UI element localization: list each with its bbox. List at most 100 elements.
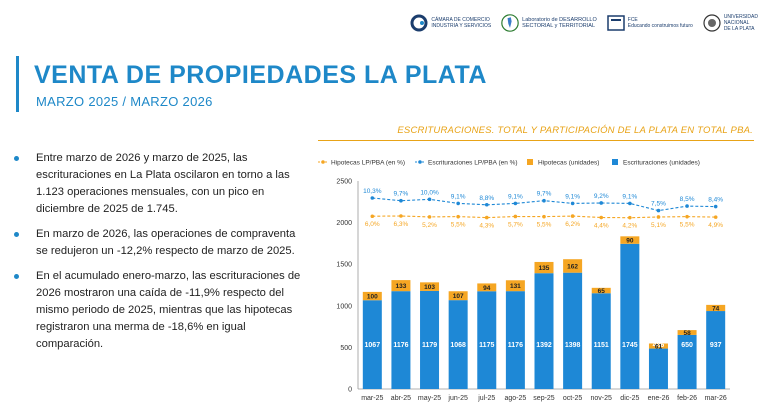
bullet-text: En marzo de 2026, las operaciones de com… — [36, 228, 296, 257]
escrituraciones-pct-label: 7,5% — [651, 201, 666, 208]
bar-escrituraciones — [591, 293, 611, 389]
bar-data-label-escrituraciones: 1067 — [365, 342, 381, 349]
hipotecas-pct-label: 5,5% — [680, 222, 695, 229]
x-tick-label: ago-25 — [504, 395, 526, 402]
hipotecas-pct-label: 4,3% — [479, 223, 494, 230]
legend-swatch-point — [321, 160, 325, 164]
escrituraciones-pct-label: 8,5% — [680, 196, 695, 203]
bar-escrituraciones — [448, 300, 468, 389]
bar-escrituraciones — [620, 243, 640, 389]
bar-hipotecas — [448, 291, 468, 301]
bar-data-label-hipotecas: 90 — [626, 238, 634, 245]
bar-escrituraciones — [706, 311, 726, 389]
escrituraciones-pct-label: 9,1% — [451, 193, 466, 200]
bar-data-label-escrituraciones: 1151 — [594, 342, 609, 349]
legend-swatch-box — [527, 159, 533, 165]
unlp-logo: UNIVERSIDAD NACIONAL DE LA PLATA — [703, 14, 758, 32]
hipotecas-pct-point — [570, 214, 575, 218]
hipotecas-pct-point — [427, 215, 432, 219]
legend-label: Escrituraciones LP/PBA (en %) — [428, 160, 518, 167]
bar-data-label-hipotecas: 61 — [655, 344, 663, 351]
x-tick-label: sep-25 — [533, 395, 555, 402]
escrituraciones-pct-label: 9,7% — [537, 191, 552, 198]
bar-hipotecas — [648, 343, 668, 349]
bar-data-label-escrituraciones: 1176 — [508, 342, 523, 349]
bullet-text: Entre marzo de 2026 y marzo de 2025, las… — [36, 152, 290, 215]
laboratorio-logo-icon — [501, 14, 519, 32]
bar-hipotecas — [563, 259, 583, 273]
bar-data-label-escrituraciones: 1176 — [393, 342, 408, 349]
x-tick-label: mar-25 — [361, 395, 383, 402]
x-tick-label: abr-25 — [391, 395, 411, 402]
bullet-dot-icon — [14, 156, 19, 161]
bar-escrituraciones — [648, 348, 668, 389]
bar-hipotecas — [420, 282, 440, 291]
unlp-logo-text: UNIVERSIDAD NACIONAL DE LA PLATA — [723, 14, 758, 32]
bar-data-label-escrituraciones: 650 — [681, 342, 693, 349]
hipotecas-pct-point — [456, 214, 460, 219]
x-tick-label: may-25 — [418, 395, 441, 402]
chart-title: ESCRITURACIONES. TOTAL Y PARTICIPACIÓN D… — [397, 125, 753, 136]
escrituraciones-pct-label: 10,0% — [420, 189, 439, 196]
fce-logo: FCE Educando construimos futuro — [607, 14, 693, 32]
bar-data-label-escrituraciones: 1068 — [450, 342, 466, 349]
chart-title-rule — [318, 140, 754, 141]
hipotecas-pct-point — [685, 214, 689, 219]
escrituraciones-pct-point — [399, 198, 403, 203]
fce-logo-icon — [607, 15, 625, 31]
bar-escrituraciones — [477, 291, 497, 389]
bar-escrituraciones — [563, 272, 583, 389]
hipotecas-pct-point — [370, 214, 375, 219]
hipotecas-pct-point — [628, 215, 632, 220]
page-title: VENTA DE PROPIEDADES LA PLATA — [34, 61, 487, 89]
bar-hipotecas — [505, 280, 525, 292]
bar-data-label-escrituraciones: 1745 — [622, 342, 638, 349]
bar-hipotecas — [534, 261, 554, 274]
x-tick-label: ene-26 — [648, 395, 670, 402]
title-accent-bar — [16, 56, 19, 112]
bar-data-label-escrituraciones: 937 — [710, 342, 722, 349]
bar-data-label-hipotecas: 94 — [483, 285, 491, 292]
bar-escrituraciones — [362, 300, 382, 389]
hipotecas-pct-label: 4,4% — [594, 223, 609, 230]
bar-data-label-escrituraciones: 1392 — [536, 342, 552, 349]
escrituraciones-pct-point — [513, 201, 518, 206]
hipotecas-pct-point — [599, 215, 604, 220]
bar-escrituraciones — [505, 291, 525, 389]
hipotecas-pct-point — [713, 215, 718, 219]
bullet-dot-icon — [14, 232, 19, 237]
bullet-dot-icon — [14, 274, 19, 279]
escrituraciones-pct-point — [370, 196, 375, 200]
escrituraciones-pct-label: 10,3% — [363, 188, 382, 195]
bar-data-label-escrituraciones: 1175 — [479, 342, 494, 349]
bar-escrituraciones — [420, 290, 440, 389]
hipotecas-pct-label: 5,5% — [451, 222, 466, 229]
y-tick-label: 1000 — [336, 303, 352, 310]
x-tick-label: feb-26 — [677, 395, 697, 402]
escrituraciones-pct-point — [713, 204, 718, 209]
bar-data-label-hipotecas: 103 — [424, 284, 435, 291]
y-tick-label: 2500 — [336, 179, 352, 186]
hipotecas-pct-label: 6,0% — [365, 221, 380, 228]
x-tick-label: dic-25 — [620, 395, 639, 402]
hipotecas-pct-label: 6,2% — [565, 221, 580, 228]
escrituraciones-pct-label: 9,1% — [508, 193, 523, 200]
x-tick-label: jun-25 — [447, 395, 468, 402]
hipotecas-pct-label: 5,2% — [422, 222, 437, 229]
header-logos: CÁMARA DE COMERCIO INDUSTRIA Y SERVICIOS… — [410, 6, 758, 40]
bar-hipotecas — [677, 330, 697, 335]
escrituraciones-pct-point — [656, 208, 661, 213]
y-tick-label: 2000 — [336, 220, 352, 227]
bullet-item: En marzo de 2026, las operaciones de com… — [14, 226, 304, 260]
bar-escrituraciones — [391, 291, 411, 389]
bar-hipotecas — [391, 280, 411, 292]
unlp-logo-icon — [703, 14, 721, 32]
bullet-item: En el acumulado enero-marzo, las escritu… — [14, 268, 304, 353]
escrituraciones-pct-point — [456, 201, 460, 206]
hipotecas-pct-label: 4,9% — [708, 222, 723, 229]
hipotecas-pct-label: 5,7% — [508, 221, 523, 228]
escrituraciones-pct-label: 8,4% — [708, 197, 723, 204]
hipotecas-pct-label: 5,1% — [651, 222, 666, 229]
bar-hipotecas — [706, 304, 726, 312]
laboratorio-logo: Laboratorio de DESARROLLO SECTORIAL y TE… — [501, 14, 597, 32]
